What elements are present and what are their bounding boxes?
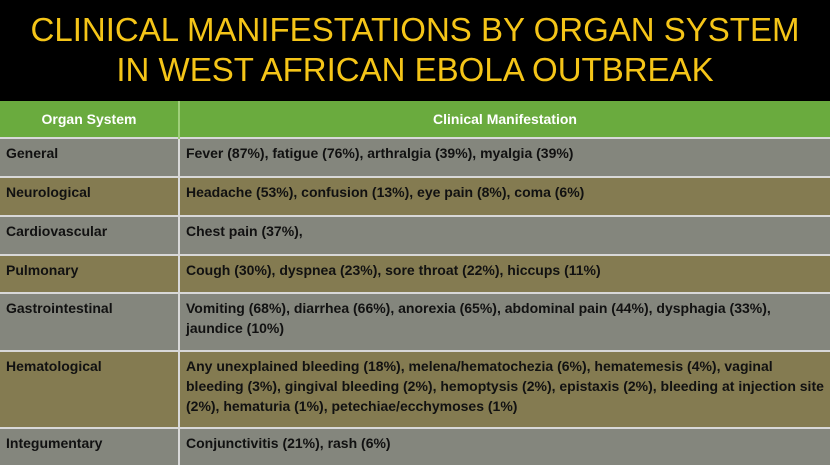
table-row: Cardiovascular Chest pain (37%), <box>0 215 830 255</box>
slide-title-line-1: CLINICAL MANIFESTATIONS BY ORGAN SYSTEM <box>30 11 800 48</box>
manifestation-cell: Any unexplained bleeding (18%), melena/h… <box>179 350 830 428</box>
table-row: Integumentary Conjunctivitis (21%), rash… <box>0 427 830 465</box>
manifestation-cell: Chest pain (37%), <box>179 215 830 255</box>
organ-system-cell: Gastrointestinal <box>0 292 180 351</box>
table-row: General Fever (87%), fatigue (76%), arth… <box>0 137 830 177</box>
slide-title: CLINICAL MANIFESTATIONS BY ORGAN SYSTEM … <box>0 10 830 90</box>
manifestation-cell: Conjunctivitis (21%), rash (6%) <box>179 427 830 465</box>
organ-system-cell: Hematological <box>0 350 180 428</box>
slide-title-line-2: IN WEST AFRICAN EBOLA OUTBREAK <box>116 51 714 88</box>
table-header-row: Organ System Clinical Manifestation <box>0 101 830 138</box>
manifestation-cell: Cough (30%), dyspnea (23%), sore throat … <box>179 254 830 293</box>
manifestation-cell: Fever (87%), fatigue (76%), arthralgia (… <box>179 137 830 177</box>
column-header-organ-system: Organ System <box>0 101 180 138</box>
table-row: Gastrointestinal Vomiting (68%), diarrhe… <box>0 292 830 351</box>
table-row: Neurological Headache (53%), confusion (… <box>0 176 830 216</box>
organ-system-cell: Cardiovascular <box>0 215 180 255</box>
organ-system-cell: Integumentary <box>0 427 180 465</box>
table-row: Hematological Any unexplained bleeding (… <box>0 350 830 428</box>
column-header-clinical-manifestation: Clinical Manifestation <box>179 101 830 138</box>
organ-system-cell: Pulmonary <box>0 254 180 293</box>
organ-system-cell: Neurological <box>0 176 180 216</box>
organ-system-cell: General <box>0 137 180 177</box>
manifestation-cell: Headache (53%), confusion (13%), eye pai… <box>179 176 830 216</box>
manifestations-table: Organ System Clinical Manifestation Gene… <box>0 101 830 465</box>
manifestation-cell: Vomiting (68%), diarrhea (66%), anorexia… <box>179 292 830 351</box>
table-row: Pulmonary Cough (30%), dyspnea (23%), so… <box>0 254 830 293</box>
